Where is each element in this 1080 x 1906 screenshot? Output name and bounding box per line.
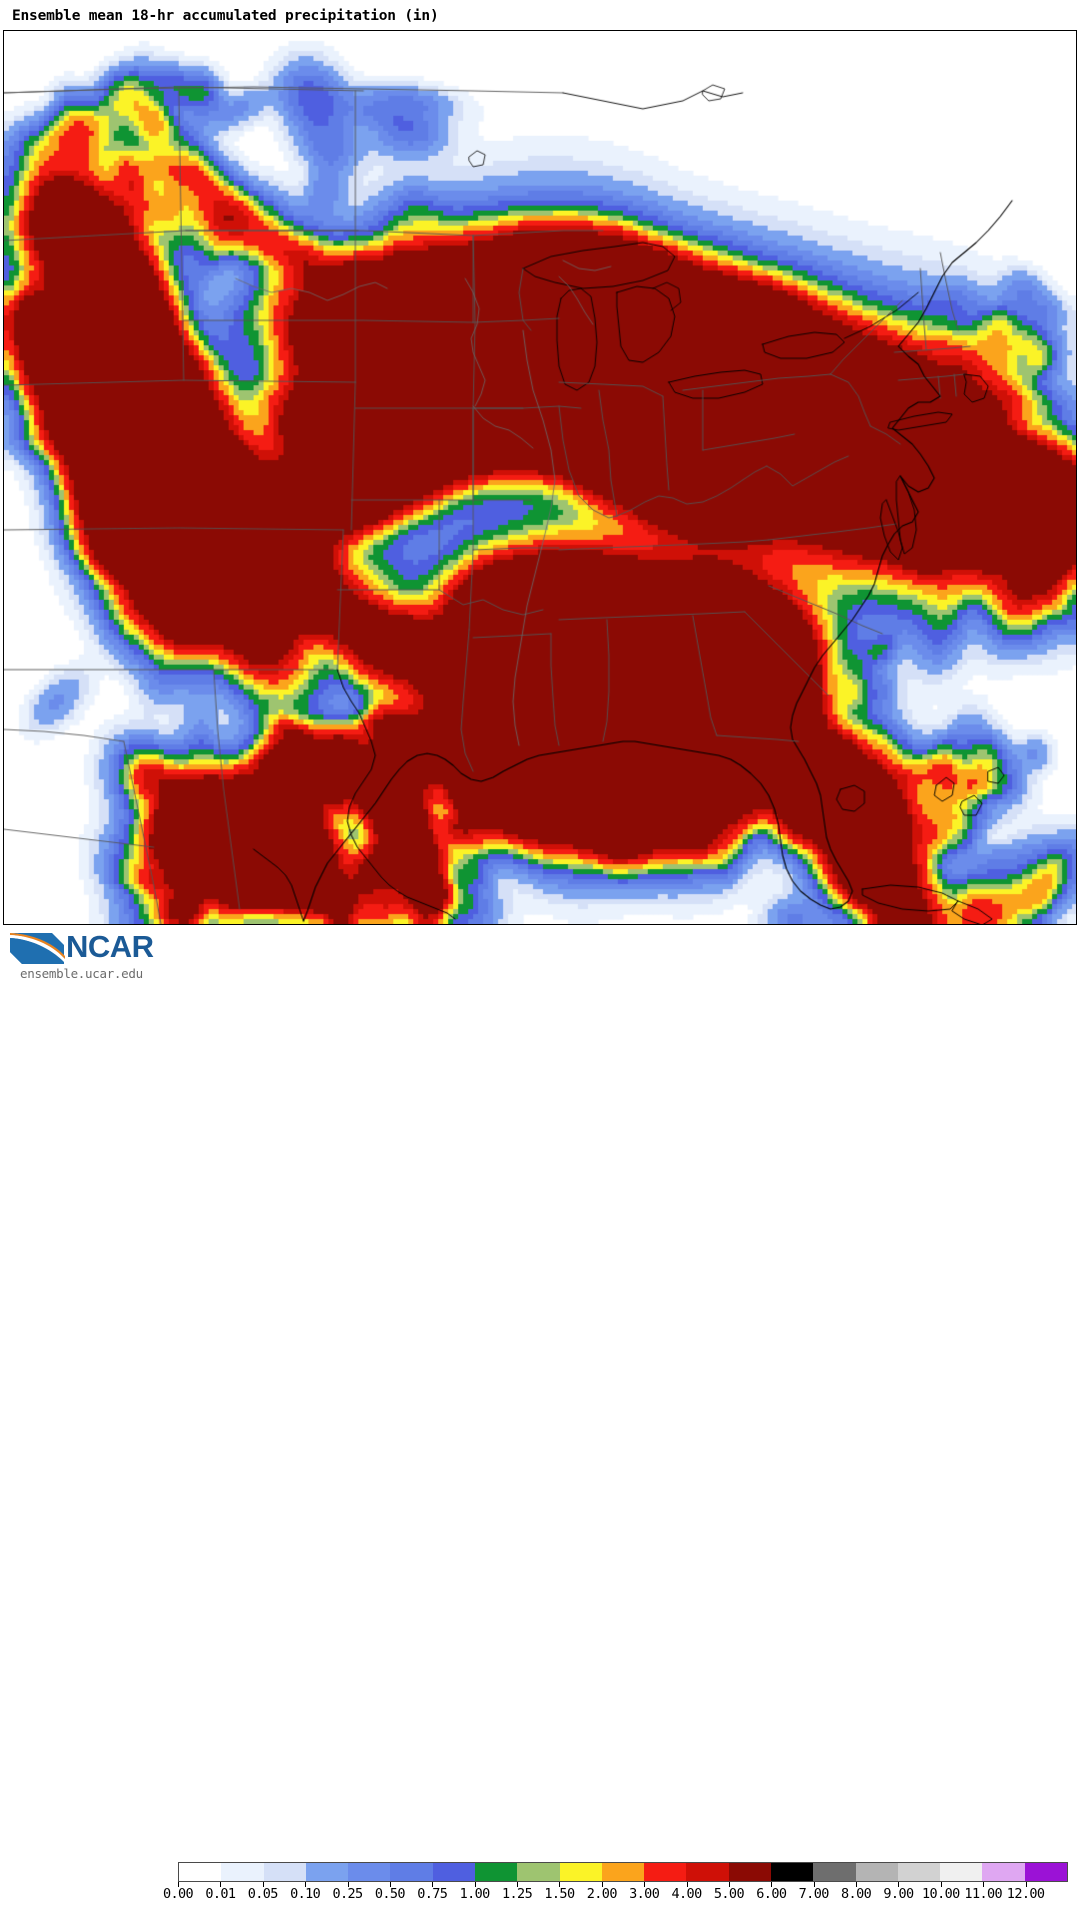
map-canvas[interactable] <box>4 31 1076 924</box>
page-title: Ensemble mean 18-hr accumulated precipit… <box>12 8 439 24</box>
colorbar-tick-label: 3.00 <box>629 1886 660 1902</box>
colorbar-tick-label: 11.00 <box>964 1886 1003 1902</box>
colorbar-tick-label: 1.00 <box>459 1886 491 1902</box>
colorbar-segment <box>390 1863 433 1881</box>
colorbar-tick-label: 0.05 <box>247 1886 279 1902</box>
colorbar-tick-label: 8.00 <box>841 1886 872 1902</box>
colorbar-segment <box>770 1863 814 1881</box>
colorbar-segment <box>517 1863 560 1881</box>
colorbar-segment <box>348 1863 391 1881</box>
colorbar[interactable]: 0.00 0.01 0.05 0.10 0.25 0.50 0.75 1.00 1.25 1.50… <box>163 1862 1068 1902</box>
footer-bar: NCAR ensemble.ucar.edu 0.00 0.01 0.05 0.10 0… <box>0 925 1080 1902</box>
colorbar-tick-label: 4.00 <box>671 1886 703 1902</box>
colorbar-tick-label: 5.00 <box>713 1886 745 1902</box>
colorbar-segment <box>1024 1863 1067 1881</box>
colorbar-tick-label: 0.50 <box>374 1886 406 1902</box>
colorbar-segment <box>644 1863 687 1881</box>
colorbar-segment <box>940 1863 983 1881</box>
colorbar-segment <box>982 1863 1025 1881</box>
colorbar-tick-label: 1.50 <box>544 1886 575 1902</box>
colorbar-tick-label: 0.75 <box>417 1886 448 1902</box>
ncar-logo-mark-icon <box>10 933 65 964</box>
colorbar-segment <box>305 1863 349 1881</box>
colorbar-segment <box>686 1863 729 1881</box>
colorbar-tick-label: 7.00 <box>798 1886 830 1902</box>
colorbar-tick-label: 6.00 <box>756 1886 787 1902</box>
colorbar-segment <box>855 1863 898 1881</box>
colorbar-tick-label: 2.00 <box>586 1886 618 1902</box>
colorbar-segment <box>601 1863 645 1881</box>
colorbar-segment <box>432 1863 475 1881</box>
colorbar-segment <box>728 1863 771 1881</box>
colorbar-tick-label: 1.25 <box>501 1886 533 1902</box>
colorbar-segment <box>559 1863 602 1881</box>
colorbar-tick-label: 0.10 <box>290 1886 321 1902</box>
colorbar-tick-label: 0.00 <box>162 1886 194 1902</box>
colorbar-tick-label: 9.00 <box>883 1886 914 1902</box>
ncar-wordmark: NCAR <box>66 929 154 964</box>
colorbar-segment <box>897 1863 941 1881</box>
colorbar-segment <box>263 1863 306 1881</box>
ncar-logo[interactable]: NCAR ensemble.ucar.edu <box>4 928 172 981</box>
colorbar-tick-label: 10.00 <box>922 1886 960 1902</box>
colorbar-tick-labels: 0.00 0.01 0.05 0.10 0.25 0.50 0.75 1.00 1.25 1.50… <box>163 1886 1068 1906</box>
colorbar-segment <box>221 1863 264 1881</box>
ncar-url-label: ensemble.ucar.edu <box>20 966 143 981</box>
colorbar-segment <box>179 1863 222 1881</box>
header-bar: Ensemble mean 18-hr accumulated precipit… <box>0 0 1080 82</box>
colorbar-tick-label: 12.00 <box>1006 1886 1045 1902</box>
colorbar-swatches[interactable] <box>178 1862 1068 1882</box>
colorbar-tick-label: 0.01 <box>205 1886 236 1902</box>
colorbar-segment <box>474 1863 518 1881</box>
colorbar-tick-label: 0.25 <box>332 1886 363 1902</box>
colorbar-segment <box>813 1863 856 1881</box>
precipitation-map[interactable] <box>3 30 1077 925</box>
